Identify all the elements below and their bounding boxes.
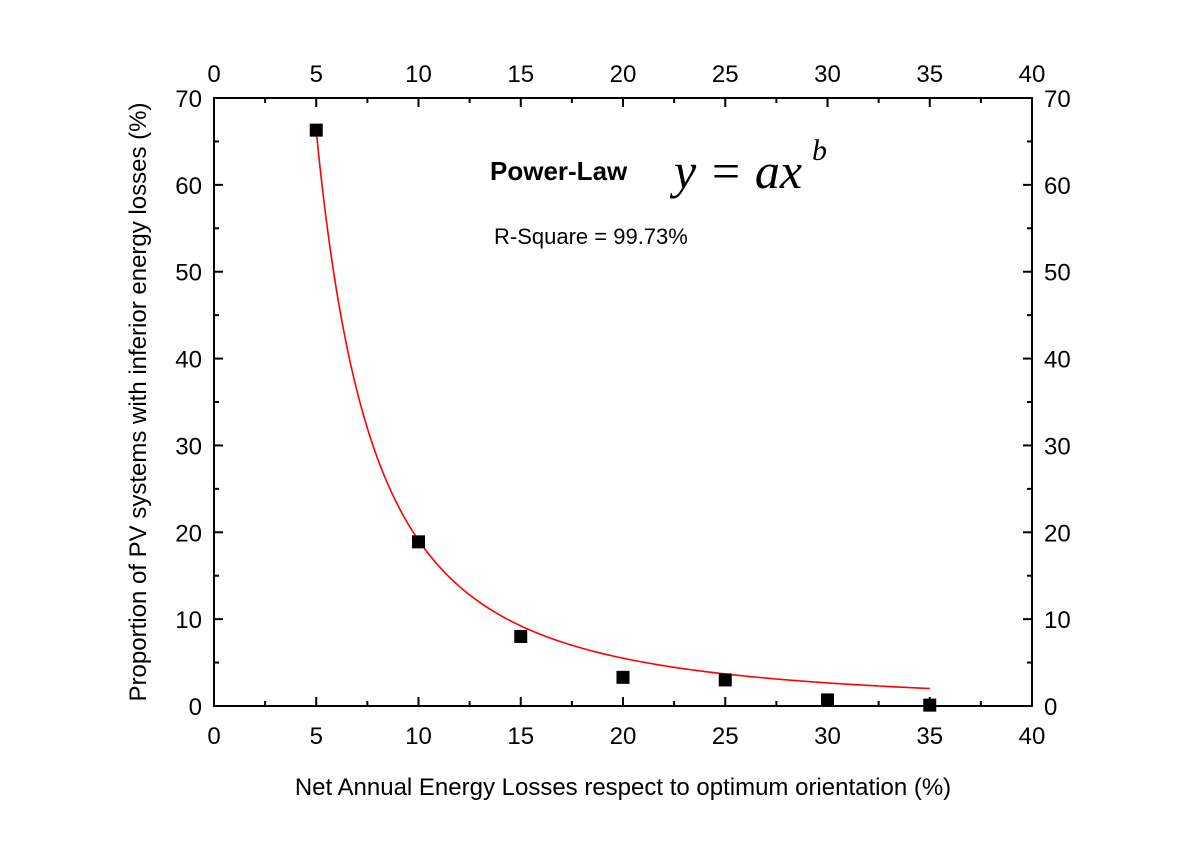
x-tick-label-top: 40 [1019, 61, 1046, 88]
y-tick-label-right: 70 [1044, 86, 1071, 113]
r-square-label: R-Square = 99.73% [494, 224, 688, 249]
data-point-marker [616, 670, 630, 684]
x-tick-label-top: 25 [712, 61, 739, 88]
x-tick-label-bottom: 40 [1019, 723, 1046, 750]
data-point-marker [309, 123, 323, 137]
y-tick-label-right: 30 [1044, 433, 1071, 460]
x-tick-label-top: 5 [310, 61, 323, 88]
x-tick-label-top: 30 [814, 61, 841, 88]
x-tick-label-top: 10 [405, 61, 432, 88]
x-tick-label-top: 35 [916, 61, 943, 88]
y-tick-label-left: 20 [175, 520, 202, 547]
y-tick-label-right: 60 [1044, 173, 1071, 200]
y-tick-label-right: 0 [1044, 694, 1057, 721]
y-tick-label-right: 50 [1044, 260, 1071, 287]
y-ticks-left: 0 10 20 30 40 50 60 70 [175, 86, 223, 721]
y-tick-label-left: 40 [175, 347, 202, 374]
x-tick-label-bottom: 35 [916, 723, 943, 750]
x-tick-label-bottom: 10 [405, 723, 432, 750]
x-ticks-bottom: 0 5 10 15 20 25 30 35 40 [207, 697, 1045, 750]
y-axis-title: Proportion of PV systems with inferior e… [125, 103, 152, 702]
power-law-fit-curve [315, 131, 930, 690]
x-tick-label-bottom: 0 [207, 723, 220, 750]
y-tick-label-left: 0 [189, 694, 202, 721]
x-tick-label-top: 0 [207, 61, 220, 88]
x-tick-label-top: 15 [507, 61, 534, 88]
y-tick-label-right: 40 [1044, 347, 1071, 374]
y-tick-label-right: 20 [1044, 520, 1071, 547]
x-tick-label-bottom: 25 [712, 723, 739, 750]
y-tick-label-right: 10 [1044, 607, 1071, 634]
y-tick-label-left: 30 [175, 433, 202, 460]
model-label: Power-Law [490, 156, 628, 186]
y-tick-label-left: 60 [175, 173, 202, 200]
equation-exponent: b [812, 134, 827, 167]
data-point-marker [718, 673, 732, 687]
y-ticks-right: 0 10 20 30 40 50 60 70 [1023, 86, 1071, 721]
equation-text: y = ax [669, 143, 802, 199]
x-axis-title: Net Annual Energy Losses respect to opti… [295, 774, 951, 801]
data-point-marker [923, 698, 937, 712]
x-tick-label-top: 20 [610, 61, 637, 88]
x-tick-label-bottom: 15 [507, 723, 534, 750]
y-tick-label-left: 50 [175, 260, 202, 287]
fit-curve-layer [315, 131, 930, 690]
y-tick-label-left: 10 [175, 607, 202, 634]
data-point-marker [514, 630, 528, 644]
x-ticks-top: 0 5 10 15 20 25 30 35 40 [207, 61, 1045, 107]
data-point-marker [821, 693, 834, 707]
plot-frame [213, 97, 1033, 707]
x-tick-label-bottom: 20 [610, 723, 637, 750]
x-tick-label-bottom: 5 [310, 723, 323, 750]
data-points-layer [309, 123, 937, 712]
y-tick-label-left: 70 [175, 86, 202, 113]
data-point-marker [412, 535, 425, 549]
x-tick-label-bottom: 30 [814, 723, 841, 750]
